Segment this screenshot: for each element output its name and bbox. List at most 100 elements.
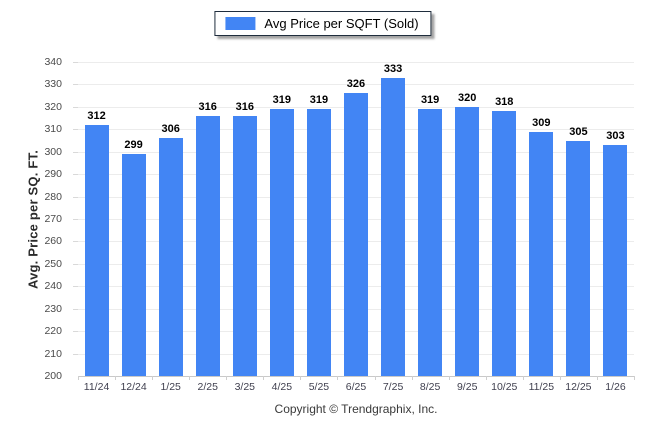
- bar-value-label: 316: [235, 100, 254, 113]
- bar-column: 309: [523, 116, 560, 376]
- bar: [343, 93, 368, 376]
- x-axis-tick: [115, 376, 117, 380]
- bar: [232, 115, 257, 376]
- x-axis-tick-label: 12/24: [120, 381, 147, 393]
- legend-label: Avg Price per SQFT (Sold): [264, 16, 419, 31]
- x-axis-tick-label: 10/25: [491, 381, 518, 393]
- y-axis-tick-label: 250: [44, 257, 62, 270]
- y-axis-tick: [73, 219, 78, 220]
- x-axis-tick: [374, 376, 376, 380]
- bar-value-label: 319: [272, 94, 292, 107]
- bar-column: 316: [226, 100, 263, 376]
- x-axis-tick: [485, 376, 487, 380]
- legend: Avg Price per SQFT (Sold): [214, 11, 432, 36]
- bar: [603, 145, 628, 376]
- x-axis-tick: [300, 376, 302, 380]
- bar-column: 305: [560, 125, 597, 376]
- bar-column: 320: [449, 91, 486, 376]
- y-axis-tick-label: 270: [44, 212, 62, 225]
- bar-column: 326: [337, 79, 374, 376]
- y-axis-tick-label: 230: [44, 302, 62, 315]
- gridline: [78, 62, 634, 63]
- copyright-text: Copyright © Trendgraphix, Inc.: [274, 402, 438, 416]
- x-axis-tick: [226, 376, 228, 380]
- y-axis-tick: [73, 353, 78, 355]
- y-axis-tick: [73, 151, 78, 153]
- bar-column: 319: [412, 95, 449, 376]
- plot-area: 312 299 306 316 316 319 319 326 333 319 320 318 309 3…: [73, 62, 634, 377]
- bar-column: 319: [263, 95, 300, 376]
- y-axis-tick: [73, 106, 78, 108]
- x-axis-tick-label: 5/25: [308, 381, 330, 393]
- x-axis-tick: [448, 376, 450, 380]
- y-axis-tick: [73, 174, 78, 176]
- bar-value-label: 318: [495, 96, 514, 109]
- y-axis-tick: [73, 286, 78, 288]
- bar: [158, 138, 183, 376]
- bar-value-label: 303: [606, 130, 625, 142]
- x-axis-tick-label: 2/25: [197, 381, 218, 393]
- x-axis-tick-label: 7/25: [382, 381, 404, 393]
- y-axis-tick: [73, 62, 78, 63]
- x-axis-tick: [78, 376, 79, 380]
- bar-value-label: 312: [87, 109, 106, 122]
- bar-value-label: 305: [569, 125, 588, 138]
- y-axis-tick-label: 330: [44, 78, 62, 91]
- bar: [195, 115, 220, 376]
- bar: [381, 77, 406, 376]
- y-axis-tick-label: 200: [44, 369, 62, 382]
- y-axis-tick-label: 280: [44, 190, 62, 203]
- x-axis-tick: [189, 376, 191, 380]
- bar-column: 312: [78, 109, 115, 376]
- y-axis-tick: [73, 331, 78, 333]
- bar: [418, 109, 443, 376]
- x-axis-tick: [522, 376, 524, 380]
- y-axis-tick-label: 260: [44, 235, 62, 248]
- x-axis-tick: [263, 376, 265, 380]
- y-axis-tick-label: 220: [44, 324, 62, 337]
- y-axis-tick: [73, 196, 78, 198]
- bar-value-label: 326: [346, 78, 366, 91]
- y-axis-tick: [73, 129, 78, 131]
- x-axis-tick: [634, 376, 635, 380]
- x-axis-tick: [411, 376, 413, 380]
- x-axis-tick: [337, 376, 339, 380]
- x-axis-tick-label: 11/24: [83, 381, 110, 393]
- y-axis-tick-label: 290: [44, 167, 62, 180]
- x-axis-tick-label: 1/25: [160, 381, 181, 393]
- legend-swatch: [225, 17, 256, 30]
- bar: [455, 106, 480, 376]
- bar: [492, 111, 517, 376]
- y-axis-tick: [73, 241, 78, 243]
- bar: [566, 140, 591, 376]
- bar: [269, 109, 294, 376]
- bar: [529, 131, 554, 376]
- bar-column: 303: [597, 131, 634, 376]
- bar-value-label: 320: [458, 91, 477, 104]
- x-axis-tick: [152, 376, 154, 380]
- bar-value-label: 309: [532, 116, 551, 129]
- bar-value-label: 306: [161, 123, 180, 136]
- y-axis-tick: [73, 84, 78, 86]
- x-axis-line: [78, 376, 634, 377]
- x-axis-tick-label: 8/25: [419, 381, 441, 393]
- x-axis-tick-label: 9/25: [456, 381, 478, 393]
- x-axis-tick: [559, 376, 561, 380]
- x-axis-tick-label: 6/25: [345, 381, 367, 393]
- x-axis-tick-label: 1/26: [605, 381, 626, 393]
- bar: [84, 124, 109, 376]
- y-axis-tick-label: 310: [44, 123, 62, 136]
- y-axis-tick: [73, 263, 78, 265]
- y-axis-tick-label: 240: [44, 280, 62, 293]
- bar-column: 299: [115, 138, 152, 376]
- bar-value-label: 299: [124, 138, 143, 151]
- bar-value-label: 333: [383, 62, 403, 75]
- bar-value-label: 316: [198, 100, 217, 113]
- bar-value-label: 319: [309, 94, 329, 107]
- y-axis-tick-label: 210: [44, 347, 62, 360]
- y-axis-tick: [73, 308, 78, 310]
- bar: [121, 153, 146, 376]
- bar-column: 306: [152, 124, 189, 376]
- x-axis-tick: [596, 376, 598, 380]
